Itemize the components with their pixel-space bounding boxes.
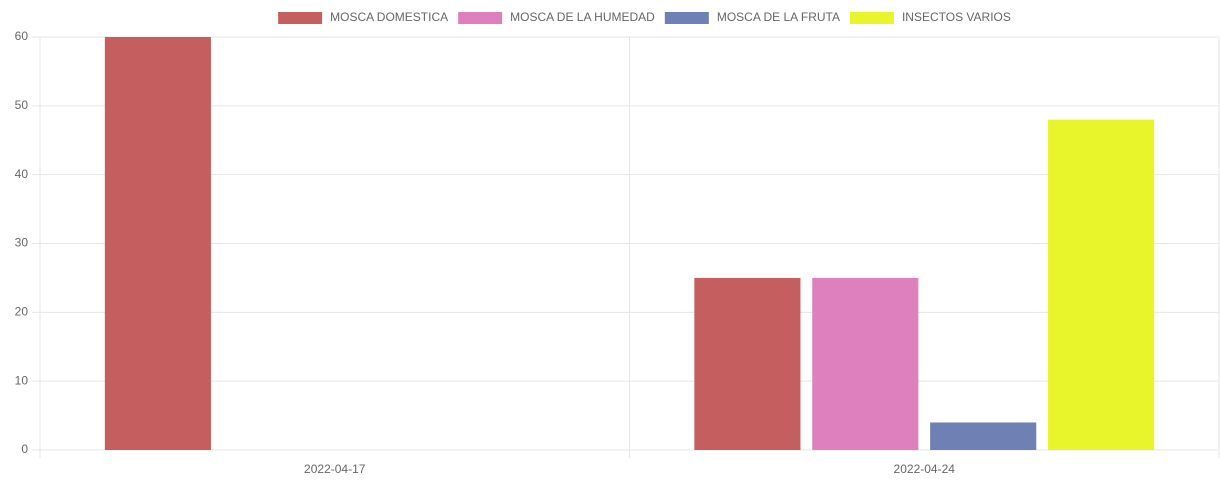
legend-swatch	[278, 12, 323, 24]
y-tick-label: 0	[21, 442, 28, 456]
bar	[930, 422, 1037, 450]
bar	[1048, 119, 1155, 450]
bar	[694, 277, 801, 450]
y-tick-label: 20	[15, 305, 29, 319]
legend-swatch	[849, 12, 894, 24]
bar	[104, 37, 211, 450]
y-tick-label: 10	[15, 373, 29, 387]
y-tick-label: 30	[15, 236, 29, 250]
legend-label: INSECTOS VARIOS	[902, 10, 1011, 24]
bar	[812, 277, 919, 450]
legend-label: MOSCA DOMESTICA	[330, 10, 448, 24]
legend-label: MOSCA DE LA FRUTA	[717, 10, 840, 24]
x-tick-label: 2022-04-24	[894, 462, 956, 476]
legend-swatch	[458, 12, 503, 24]
legend-swatch	[664, 12, 709, 24]
y-tick-label: 50	[15, 98, 29, 112]
y-tick-label: 60	[15, 29, 29, 43]
y-tick-label: 40	[15, 167, 29, 181]
legend-label: MOSCA DE LA HUMEDAD	[510, 10, 655, 24]
x-tick-label: 2022-04-17	[304, 462, 366, 476]
